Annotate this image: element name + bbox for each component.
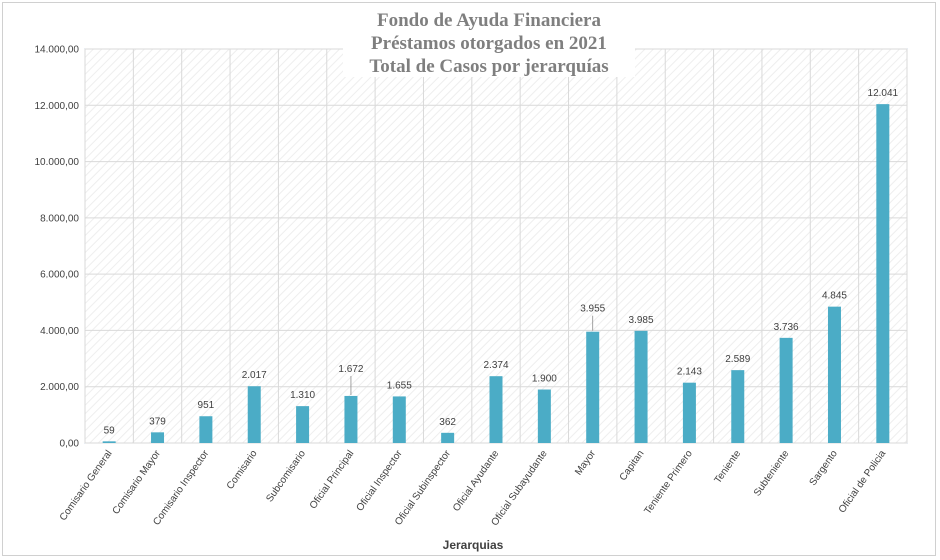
x-category-label: Oficial Inspector — [355, 448, 406, 514]
bar — [489, 376, 503, 443]
x-category-label: Comisario General — [58, 448, 115, 523]
data-label: 3.985 — [629, 315, 654, 326]
bar — [827, 306, 841, 443]
chart-title-line-2: Préstamos otorgados en 2021 — [371, 33, 607, 54]
x-category-label: Teniente — [713, 448, 744, 486]
x-axis-title: Jerarquias — [443, 538, 504, 552]
x-category-label: Subteniente — [752, 448, 792, 498]
bar — [779, 337, 793, 443]
x-category-label: Comisario Mayor — [111, 448, 164, 517]
data-label: 2.374 — [483, 360, 508, 371]
bar — [586, 331, 600, 443]
bar — [441, 432, 455, 443]
x-category-label: Subcomisario — [264, 448, 308, 504]
x-category-label: Oficial Ayudante — [451, 448, 502, 514]
bar-chart: 59 379 951 2.017 1.310 1.672 1.655 362 2.374 1.90… — [35, 7, 908, 552]
bar — [199, 416, 213, 443]
x-category-label: Sargento — [808, 448, 841, 488]
data-label: 59 — [104, 425, 116, 436]
data-label: 4.845 — [822, 291, 847, 302]
x-category-label: Capitan — [618, 448, 647, 483]
y-tick-label: 4.000,00 — [40, 326, 79, 337]
x-category-label: Mayor — [573, 448, 598, 478]
data-label: 1.310 — [290, 390, 315, 401]
title-background — [343, 7, 635, 77]
bar — [102, 441, 116, 443]
data-labels: 59 379 951 2.017 1.310 1.672 1.655 362 2.374 1.90… — [104, 88, 899, 436]
y-tick-label: 12.000,00 — [35, 101, 80, 112]
y-tick-label: 6.000,00 — [40, 270, 79, 281]
x-category-label: Teniente Primero — [642, 448, 695, 517]
chart-title: Fondo de Ayuda Financiera Préstamos otor… — [343, 7, 635, 77]
bar — [634, 330, 648, 443]
x-category-label: Comisario — [225, 448, 260, 492]
chart-title-line-1: Fondo de Ayuda Financiera — [377, 10, 601, 31]
bar — [344, 395, 358, 443]
bar — [392, 396, 406, 443]
x-category-label: Oficial Subinspector — [393, 448, 453, 528]
chart-title-line-3: Total de Casos por jerarquías — [369, 56, 608, 77]
y-axis-ticks: 0,00 2.000,00 4.000,00 6.000,00 8.000,00 10.0… — [35, 45, 80, 450]
y-tick-label: 10.000,00 — [35, 157, 80, 168]
data-label: 2.143 — [677, 367, 702, 378]
data-label: 362 — [439, 417, 456, 428]
data-label: 3.736 — [774, 322, 799, 333]
y-tick-label: 0,00 — [60, 439, 80, 450]
bar — [296, 406, 310, 443]
data-label: 951 — [198, 400, 215, 411]
data-label: 1.672 — [338, 364, 363, 375]
x-category-label: Oficial Subayudante — [489, 448, 550, 528]
data-label: 3.955 — [580, 304, 605, 315]
x-category-label: Comisario Inspector — [151, 448, 211, 528]
y-tick-label: 8.000,00 — [40, 213, 79, 224]
data-label: 379 — [149, 416, 166, 427]
bars — [102, 104, 890, 443]
gridlines — [84, 48, 908, 444]
data-label: 12.041 — [868, 88, 899, 99]
data-label: 2.017 — [242, 370, 267, 381]
bar — [247, 386, 261, 443]
bar — [537, 389, 551, 443]
y-tick-label: 14.000,00 — [35, 45, 80, 56]
bar — [876, 104, 890, 443]
y-tick-label: 2.000,00 — [40, 382, 79, 393]
data-label: 1.655 — [387, 380, 412, 391]
x-category-label: Oficial de Policia — [837, 448, 889, 515]
data-label: 2.589 — [725, 354, 750, 365]
bar — [731, 370, 745, 443]
x-category-label: Oficial Principal — [308, 448, 357, 511]
bar — [151, 432, 165, 443]
data-label: 1.900 — [532, 374, 557, 385]
bar — [682, 382, 696, 443]
